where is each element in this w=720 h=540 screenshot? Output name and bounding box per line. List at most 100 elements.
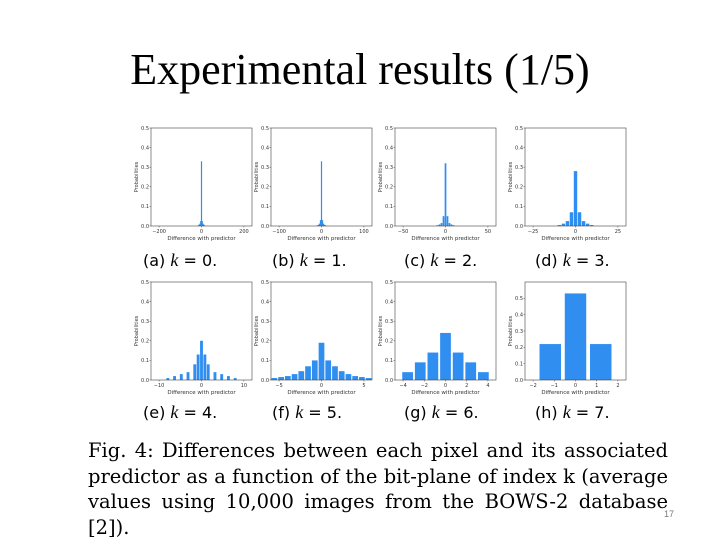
histogram-bar <box>213 372 217 380</box>
histogram-bar <box>197 225 200 226</box>
y-tick-label: 0.5 <box>385 280 393 286</box>
x-tick-label: 2 <box>616 383 619 389</box>
chart-panel-e: Probabilities 0.0 0.1 0.2 0.3 0.4 0.5 −10 0 10 Dif… <box>134 278 264 396</box>
y-tick-label: 0.4 <box>385 145 393 151</box>
x-axis-label: Difference with predictor <box>411 390 480 396</box>
x-tick-label: 0 <box>200 229 203 235</box>
histogram-bar <box>200 161 203 226</box>
histogram-bar <box>200 221 202 226</box>
x-tick-label: 0 <box>574 383 577 389</box>
histogram-bar <box>427 352 439 380</box>
x-tick-label: 100 <box>359 229 369 235</box>
histogram-bar <box>318 223 321 226</box>
histogram-bar <box>316 225 319 226</box>
y-axis-label: Probabilities <box>378 315 384 346</box>
y-tick-label: 0.0 <box>515 224 523 230</box>
subcaption-e: (e) k = 4. <box>143 402 218 422</box>
subcaption-b: (b) k = 1. <box>272 250 347 270</box>
y-tick-label: 0.1 <box>141 358 149 364</box>
histogram-bar <box>557 225 562 226</box>
x-tick-label: 0 <box>320 383 323 389</box>
histogram-bar <box>365 378 372 380</box>
x-tick-label: 25 <box>615 229 621 235</box>
y-tick-label: 0.2 <box>141 185 149 191</box>
histogram-bar <box>186 372 190 380</box>
histogram-bar <box>589 225 594 226</box>
k-variable: k <box>295 402 304 422</box>
histogram-bar <box>448 223 451 226</box>
histogram-bar <box>359 377 365 380</box>
histogram-bar <box>311 360 318 380</box>
x-axis-label: Difference with predictor <box>167 390 236 396</box>
y-tick-label: 0.3 <box>515 165 523 171</box>
histogram-bar <box>323 224 326 226</box>
histogram-e: Probabilities 0.0 0.1 0.2 0.3 0.4 0.5 −10 0 10 Dif… <box>134 280 253 396</box>
k-value: 0. <box>201 251 218 270</box>
y-axis-label: Probabilities <box>134 315 140 346</box>
y-tick-label: 0.1 <box>141 204 149 210</box>
y-tick-label: 0.0 <box>385 378 393 384</box>
chart-panel-g: Probabilities 0.0 0.1 0.2 0.3 0.4 0.5 −4 −2 0 2 4 Di… <box>378 278 508 396</box>
x-tick-label: −10 <box>154 383 165 389</box>
chart-panel-d: Probabilities 0.0 0.1 0.2 0.3 0.4 0.5 −25 0 25 Dif… <box>508 124 638 242</box>
k-variable: k <box>430 250 439 270</box>
histogram-bar <box>442 216 445 226</box>
histogram-bar <box>201 221 203 226</box>
histogram-bar <box>452 352 464 380</box>
histogram-bar <box>590 344 612 380</box>
histogram-bar <box>321 220 324 226</box>
histogram-bar <box>338 371 345 380</box>
histogram-bar <box>179 374 183 380</box>
x-axis-label: Difference with predictor <box>287 390 356 396</box>
y-tick-label: 0.4 <box>515 145 523 151</box>
k-value: 5. <box>326 403 343 422</box>
histogram-h: Probabilities 0.0 0.1 0.2 0.3 0.4 0.5 −2 −1 0 1 2 Di… <box>508 281 627 396</box>
histogram-bar <box>332 366 338 380</box>
x-tick-label: 2 <box>465 383 468 389</box>
k-variable: k <box>299 250 308 270</box>
y-tick-label: 0.0 <box>515 378 523 384</box>
histogram-bar <box>325 360 332 380</box>
histogram-bar <box>166 378 170 380</box>
histogram-bar <box>478 372 489 380</box>
chart-panel-h: Probabilities 0.0 0.1 0.2 0.3 0.4 0.5 −2 −1 0 1 2 Di… <box>508 278 638 396</box>
y-tick-label: 0.2 <box>515 185 523 191</box>
k-variable: k <box>431 402 440 422</box>
histogram-bar <box>446 216 449 226</box>
histogram-bar <box>573 171 578 226</box>
x-tick-label: −4 <box>399 383 406 389</box>
histogram-f: Probabilities 0.0 0.1 0.2 0.3 0.4 0.5 −5 0 5 Diffe… <box>254 280 373 396</box>
k-value: 7. <box>594 403 610 422</box>
histogram-bar <box>539 344 561 380</box>
chart-panel-b: Probabilities 0.0 0.1 0.2 0.3 0.4 0.5 −100 0 100 D… <box>254 124 384 242</box>
subcaption-label: (g) <box>404 403 427 422</box>
x-axis-label: Difference with predictor <box>287 236 356 242</box>
y-tick-label: 0.5 <box>141 126 149 132</box>
x-tick-label: 50 <box>485 229 491 235</box>
x-tick-label: −25 <box>528 229 539 235</box>
histogram-a: Probabilities 0.0 0.1 0.2 0.3 0.4 0.5 −200 0 200D… <box>134 126 253 242</box>
histogram-bar <box>291 374 298 380</box>
x-axis-label: Difference with predictor <box>541 390 610 396</box>
histogram-bar <box>203 224 205 226</box>
histogram-bar <box>284 376 291 380</box>
x-axis-label: Difference with predictor <box>411 236 480 242</box>
histogram-bar <box>317 224 320 226</box>
x-tick-label: −1 <box>551 383 558 389</box>
histogram-bar <box>319 220 322 226</box>
y-tick-label: 0.3 <box>385 319 393 325</box>
histogram-bar <box>569 212 574 226</box>
x-tick-label: 4 <box>486 383 489 389</box>
histogram-bar <box>199 223 201 226</box>
x-tick-label: −2 <box>421 383 428 389</box>
histogram-g: Probabilities 0.0 0.1 0.2 0.3 0.4 0.5 −4 −2 0 2 4 Di… <box>378 280 497 396</box>
histogram-bar <box>193 364 197 380</box>
subcaption-label: (h) <box>535 403 558 422</box>
page-number: 17 <box>664 509 675 519</box>
histogram-bar <box>227 376 230 380</box>
histogram-bar <box>352 376 359 380</box>
chart-panel-c: Probabilities 0.0 0.1 0.2 0.3 0.4 0.5 −50 0 50 Dif… <box>378 124 508 242</box>
y-tick-label: 0.4 <box>515 312 523 318</box>
histogram-bar <box>438 224 441 226</box>
y-tick-label: 0.5 <box>261 126 269 132</box>
